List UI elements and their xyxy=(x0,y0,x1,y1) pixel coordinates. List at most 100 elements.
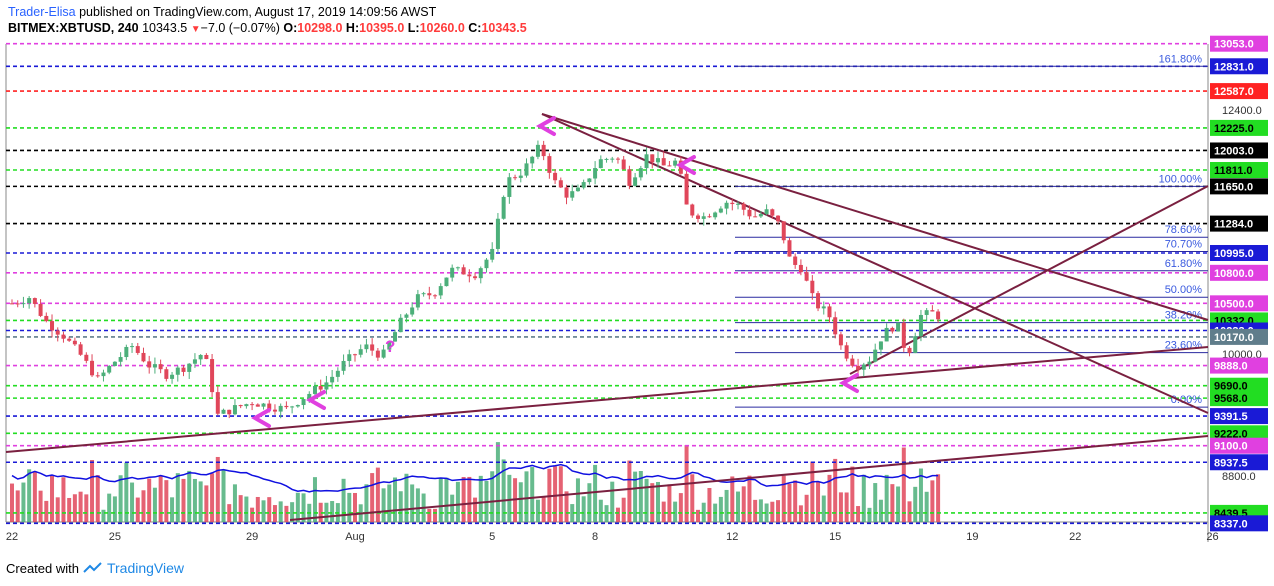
volume-bar xyxy=(90,460,95,522)
candle-body xyxy=(781,221,786,241)
candle-body xyxy=(530,156,535,164)
volume-bar xyxy=(581,496,586,522)
volume-bar xyxy=(844,492,849,522)
candle-body xyxy=(312,386,317,394)
candle-body xyxy=(307,393,312,400)
candle-body xyxy=(358,349,363,355)
price-level-label: 11811.0 xyxy=(1214,165,1253,177)
volume-bar xyxy=(930,480,935,522)
fibonacci-retracement: 161.80% 100.00% 78.60% 70.70% 61.80% 50.00% 38… xyxy=(735,53,1208,408)
time-axis[interactable]: 22 25 29 Aug 5 8 12 15 19 22 26 xyxy=(6,531,1219,543)
price-tick-label: 8800.0 xyxy=(1222,471,1256,483)
tradingview-logo-icon xyxy=(83,562,102,573)
volume-bar xyxy=(776,500,781,522)
publish-line: Trader-Elisa published on TradingView.co… xyxy=(8,4,527,20)
candle-body xyxy=(21,303,26,305)
time-tick-label: 5 xyxy=(489,531,495,543)
candle-body xyxy=(861,364,866,370)
volume-bar xyxy=(621,497,626,522)
volume-bar xyxy=(261,500,266,522)
price-level-label: 9888.0 xyxy=(1214,361,1248,373)
candle-body xyxy=(930,310,935,312)
down-arrow-icon: ▼ xyxy=(190,24,201,35)
volume-bar xyxy=(32,471,37,522)
volume-bar xyxy=(267,497,272,522)
candle-body xyxy=(718,208,723,213)
candle-body xyxy=(507,177,512,197)
volume-bar xyxy=(638,471,643,522)
open-value: 10298.0 xyxy=(297,21,343,35)
time-tick-label: 8 xyxy=(592,531,598,543)
close-value: 10343.5 xyxy=(481,21,527,35)
volume-bar xyxy=(564,491,569,522)
time-tick-label: 15 xyxy=(829,531,841,543)
volume-bar xyxy=(793,480,798,522)
volume-bar xyxy=(535,499,540,522)
candle-body xyxy=(495,218,500,249)
tradingview-brand[interactable]: TradingView xyxy=(106,560,185,576)
candle-body xyxy=(353,354,357,356)
candle-body xyxy=(473,276,478,279)
volume-bar xyxy=(690,474,695,522)
volume-bar xyxy=(375,467,380,522)
volume-bar xyxy=(827,474,832,522)
price-level-tag xyxy=(1210,408,1268,425)
candle-body xyxy=(936,311,941,320)
candle-body xyxy=(375,350,380,358)
candle-body xyxy=(558,180,563,188)
candle-body xyxy=(232,405,237,415)
candle-body xyxy=(215,392,220,414)
candle-body xyxy=(913,336,918,353)
volume-bar xyxy=(490,471,495,522)
volume-bar xyxy=(175,473,180,522)
price-level-tag xyxy=(1210,357,1268,374)
candle-body xyxy=(38,303,43,316)
price-level-tag xyxy=(1210,119,1268,136)
candle-body xyxy=(67,338,72,341)
volume-bar xyxy=(598,499,603,522)
candle-body xyxy=(730,202,735,205)
candle-body xyxy=(604,158,609,160)
volume-bar xyxy=(838,492,843,522)
low-label: L: xyxy=(407,21,420,35)
volume-bar xyxy=(707,488,712,522)
volume-bar xyxy=(718,496,723,522)
volume-bar xyxy=(861,474,866,522)
candle-body xyxy=(856,365,861,370)
candle-body xyxy=(124,346,129,358)
candle-body xyxy=(370,344,375,351)
volume-bar xyxy=(187,470,192,522)
volume-bar xyxy=(501,459,506,522)
arrow-left-icon xyxy=(250,408,271,428)
price-level-tag xyxy=(1210,437,1268,454)
candle-body xyxy=(433,295,438,297)
volume-bar xyxy=(38,490,43,522)
volume-bar xyxy=(135,497,140,522)
volume-bar xyxy=(404,473,409,522)
candle-body xyxy=(638,168,643,178)
price-axis[interactable]: 12400.010000.08800.013053.012831.012587.… xyxy=(1210,35,1268,532)
volume-bar xyxy=(290,502,295,522)
candle-body xyxy=(301,399,306,406)
candle-body xyxy=(570,191,575,198)
volume-bar xyxy=(816,481,821,522)
candle-body xyxy=(290,406,295,408)
volume-bar xyxy=(918,468,923,522)
candle-body xyxy=(261,403,266,407)
candle-body xyxy=(192,359,197,364)
candle-body xyxy=(421,293,426,295)
candle-body xyxy=(175,367,180,375)
volume-bar xyxy=(84,494,89,522)
open-label: O: xyxy=(283,21,298,35)
volume-bar xyxy=(152,487,157,522)
price-level-label: 9222.0 xyxy=(1214,428,1248,440)
volume-bar xyxy=(215,456,220,522)
volume-bar xyxy=(15,490,20,522)
candle-body xyxy=(450,267,455,278)
author-link[interactable]: Trader-Elisa xyxy=(8,5,76,19)
candle-body xyxy=(850,358,855,366)
volume-bar xyxy=(758,499,763,522)
volume-bar xyxy=(530,467,535,522)
last-price: 10343.5 xyxy=(142,21,188,35)
